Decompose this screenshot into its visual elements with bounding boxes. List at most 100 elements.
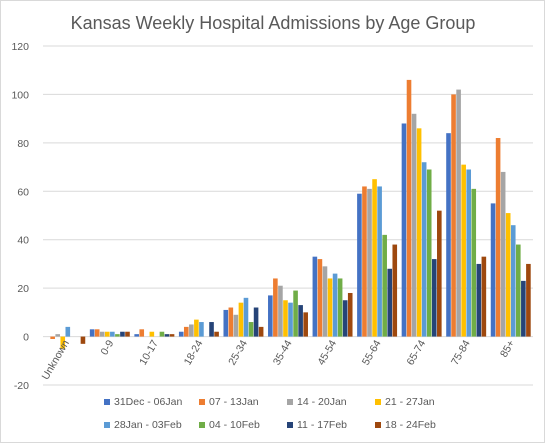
legend-label: 28Jan - 03Feb (114, 419, 182, 431)
bar (55, 334, 60, 337)
bar (178, 331, 184, 337)
bar (466, 169, 472, 337)
legend-swatch (287, 422, 293, 428)
bar (317, 259, 323, 337)
x-tick-label: 45-54 (315, 338, 339, 367)
x-tick-label: 18-24 (182, 338, 206, 367)
y-tick-label: 0 (23, 332, 29, 344)
bar (258, 326, 264, 337)
bar (446, 133, 451, 337)
legend-label: 14 - 20Jan (297, 396, 347, 408)
bar (268, 295, 273, 337)
bar (104, 331, 110, 337)
bar (337, 278, 343, 337)
bar (60, 336, 66, 349)
bar (94, 329, 100, 337)
bars (50, 79, 531, 349)
bar (332, 273, 338, 337)
bar (120, 331, 125, 337)
bar (437, 210, 442, 337)
bar (392, 244, 398, 337)
bar (50, 336, 55, 339)
x-tick-label: 10-17 (137, 338, 161, 367)
bar (347, 292, 353, 337)
legend-swatch (104, 422, 110, 428)
bar (456, 89, 461, 337)
bar (110, 331, 115, 337)
legend-label: 18 - 24Feb (385, 419, 436, 431)
bar (199, 322, 204, 337)
legend-label: 11 - 17Feb (297, 419, 347, 431)
chart-title: Kansas Weekly Hospital Admissions by Age… (71, 13, 476, 33)
bar (159, 331, 165, 337)
x-tick-label: 55-64 (360, 338, 384, 367)
bar (406, 79, 412, 337)
bar (228, 307, 234, 337)
bar (387, 268, 393, 337)
x-tick-label: 85+ (498, 338, 517, 359)
bar (322, 266, 328, 337)
bar (495, 138, 501, 337)
bar (510, 225, 516, 337)
bar (183, 326, 189, 337)
legend-swatch (375, 422, 381, 428)
bar (401, 123, 407, 337)
bar (164, 334, 170, 337)
bar (382, 234, 387, 337)
bar (372, 179, 377, 337)
bar (293, 290, 298, 337)
bar (248, 322, 254, 337)
bar (80, 336, 86, 344)
x-tick-label: 75-84 (449, 338, 473, 367)
bar (303, 312, 308, 337)
y-tick-label: 100 (11, 89, 29, 101)
bar (357, 193, 362, 337)
x-tick-label: 25-34 (226, 338, 250, 367)
bar (426, 169, 432, 337)
bar (461, 164, 466, 337)
bar (500, 171, 506, 337)
legend-swatch (199, 399, 205, 405)
legend-label: 21 - 27Jan (385, 396, 435, 408)
y-tick-label: -20 (14, 380, 29, 392)
bar (516, 244, 521, 337)
bar (367, 188, 372, 337)
bar (214, 331, 219, 337)
y-tick-label: 120 (11, 41, 29, 53)
bar (327, 278, 333, 337)
bar (411, 113, 417, 337)
legend-swatch (199, 422, 205, 428)
bar (134, 334, 139, 337)
bar (298, 305, 303, 337)
bar (471, 188, 477, 337)
bar (476, 263, 482, 337)
y-axis-ticks: -20 0 20 40 60 80 100 120 (11, 41, 29, 392)
bar (89, 329, 95, 337)
x-tick-label: 65-74 (404, 338, 428, 367)
bar (243, 297, 249, 337)
bar (189, 324, 194, 337)
bar (278, 285, 283, 337)
bar (169, 334, 175, 337)
bar (451, 94, 456, 337)
bar (421, 162, 427, 337)
legend-label: 31Dec - 06Jan (114, 396, 182, 408)
y-tick-label: 20 (17, 283, 29, 295)
bar (209, 322, 214, 337)
bar (253, 307, 259, 337)
bar (233, 314, 239, 337)
y-tick-label: 40 (17, 235, 29, 247)
x-axis-ticks: Unknown 0-9 10-17 18-24 25-34 35-44 45-54 55-64… (40, 338, 518, 382)
x-tick-label: 35-44 (271, 338, 295, 367)
legend-swatch (104, 399, 110, 405)
bar (99, 331, 105, 337)
x-tick-label: Unknown (40, 338, 72, 382)
bar (521, 280, 526, 337)
bar (238, 302, 244, 337)
bar (490, 203, 496, 337)
bar (342, 300, 348, 337)
legend-swatch (287, 399, 293, 405)
y-tick-label: 60 (17, 186, 29, 198)
bar (283, 300, 288, 337)
